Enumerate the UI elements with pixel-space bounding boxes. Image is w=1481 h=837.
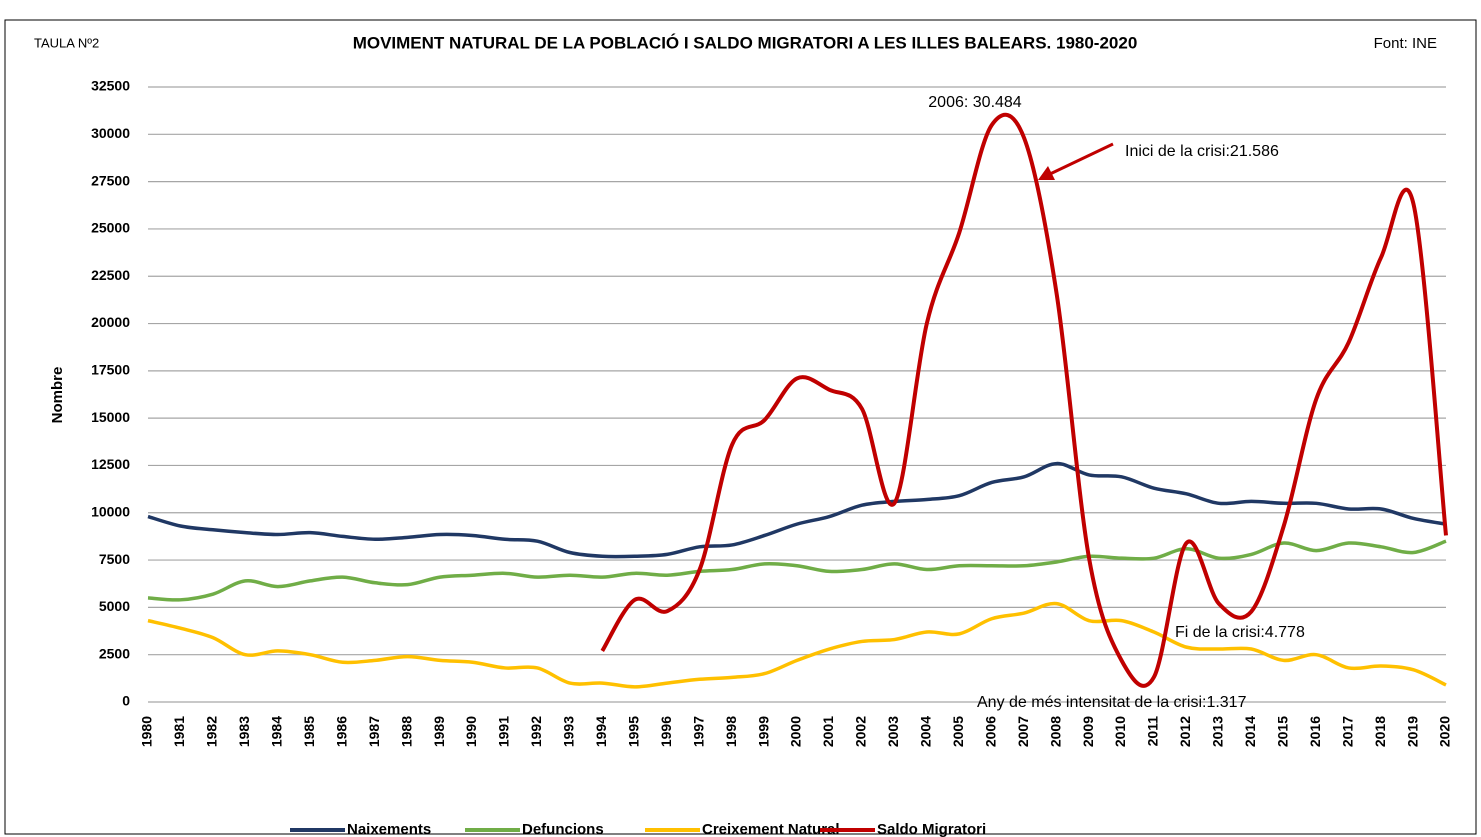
annotation: Fi de la crisi:4.778 [1175,624,1305,641]
legend-label: Creixement Natural [702,821,840,837]
x-tick-label: 2017 [1339,716,1355,747]
x-tick-label: 1992 [528,716,544,747]
arrow-head [1038,166,1055,180]
x-tick-label: 2008 [1047,716,1063,747]
x-tick-label: 1981 [171,716,187,747]
x-tick-label: 1989 [431,716,447,747]
series-line [147,539,1447,602]
y-tick-label: 10000 [91,503,130,519]
x-tick-label: 1988 [398,716,414,747]
x-tick-label: 1990 [463,716,479,747]
x-tick-label: 2003 [885,716,901,747]
x-tick-label: 2001 [820,716,836,747]
y-tick-label: 2500 [99,645,130,661]
y-tick-label: 0 [122,693,130,709]
frame [4,19,1477,835]
arrow [1049,142,1114,176]
x-tick-label: 1980 [139,716,155,747]
annotation: Inici de la crisi:21.586 [1125,143,1279,160]
x-tick-label: 2013 [1210,716,1226,747]
x-tick-label: 2016 [1307,716,1323,747]
x-tick-label: 2011 [1145,716,1161,747]
y-tick-label: 20000 [91,314,130,330]
table-label: TAULA Nº2 [34,35,99,50]
y-tick-label: 5000 [99,598,130,614]
x-tick-label: 2005 [950,716,966,747]
series-line [147,601,1447,689]
x-tick-label: 2002 [853,716,869,747]
x-tick-label: 2009 [1080,716,1096,747]
y-tick-label: 32500 [91,78,130,94]
y-tick-label: 12500 [91,456,130,472]
x-tick-label: 1983 [236,716,252,747]
annotation: Any de més intensitat de la crisi:1.317 [977,694,1247,711]
source: Font: INE [1374,35,1437,52]
x-tick-label: 1999 [755,716,771,747]
x-tick-label: 2018 [1372,716,1388,747]
x-tick-label: 1984 [269,716,285,747]
legend-label: Defuncions [522,821,604,837]
y-tick-label: 7500 [99,551,130,567]
x-tick-label: 1997 [690,716,706,747]
annotation: 2006: 30.484 [928,94,1022,111]
y-axis-label: Nombre [49,367,66,424]
y-tick-label: 27500 [91,172,130,188]
series-line [600,112,1448,688]
x-tick-label: 2006 [982,716,998,747]
x-tick-label: 2014 [1242,716,1258,747]
x-tick-label: 1993 [561,716,577,747]
x-tick-label: 2019 [1404,716,1420,747]
legend-label: Saldo Migratori [877,821,986,837]
x-tick-label: 1996 [658,716,674,747]
lines [147,112,1448,689]
x-tick-label: 2020 [1437,716,1453,747]
x-tick-label: 1986 [333,716,349,747]
x-tick-label: 1987 [366,716,382,747]
y-tick-label: 25000 [91,220,130,236]
chart-title: MOVIMENT NATURAL DE LA POBLACIÓ I SALDO … [353,33,1138,52]
x-tick-label: 2015 [1274,716,1290,747]
y-tick-label: 17500 [91,362,130,378]
grid: 0 2500 5000 7500 10000 12500 15000 17500 20000 22… [91,78,1453,747]
x-tick-label: 2010 [1112,716,1128,747]
y-tick-label: 15000 [91,409,130,425]
x-tick-label: 1991 [496,716,512,747]
legend: Naixements Defuncions Creixement Natural Sa… [290,821,986,837]
x-tick-label: 2004 [918,716,934,747]
x-tick-label: 2012 [1177,716,1193,747]
x-tick-label: 1985 [301,716,317,747]
series-line [147,461,1447,559]
x-tick-label: 2000 [788,716,804,747]
x-tick-label: 2007 [1015,716,1031,747]
x-tick-label: 1994 [593,716,609,747]
x-tick-label: 1995 [625,716,641,747]
x-tick-label: 1998 [723,716,739,747]
legend-label: Naixements [347,821,431,837]
x-tick-label: 1982 [204,716,220,747]
y-tick-label: 30000 [91,125,130,141]
y-tick-label: 22500 [91,267,130,283]
